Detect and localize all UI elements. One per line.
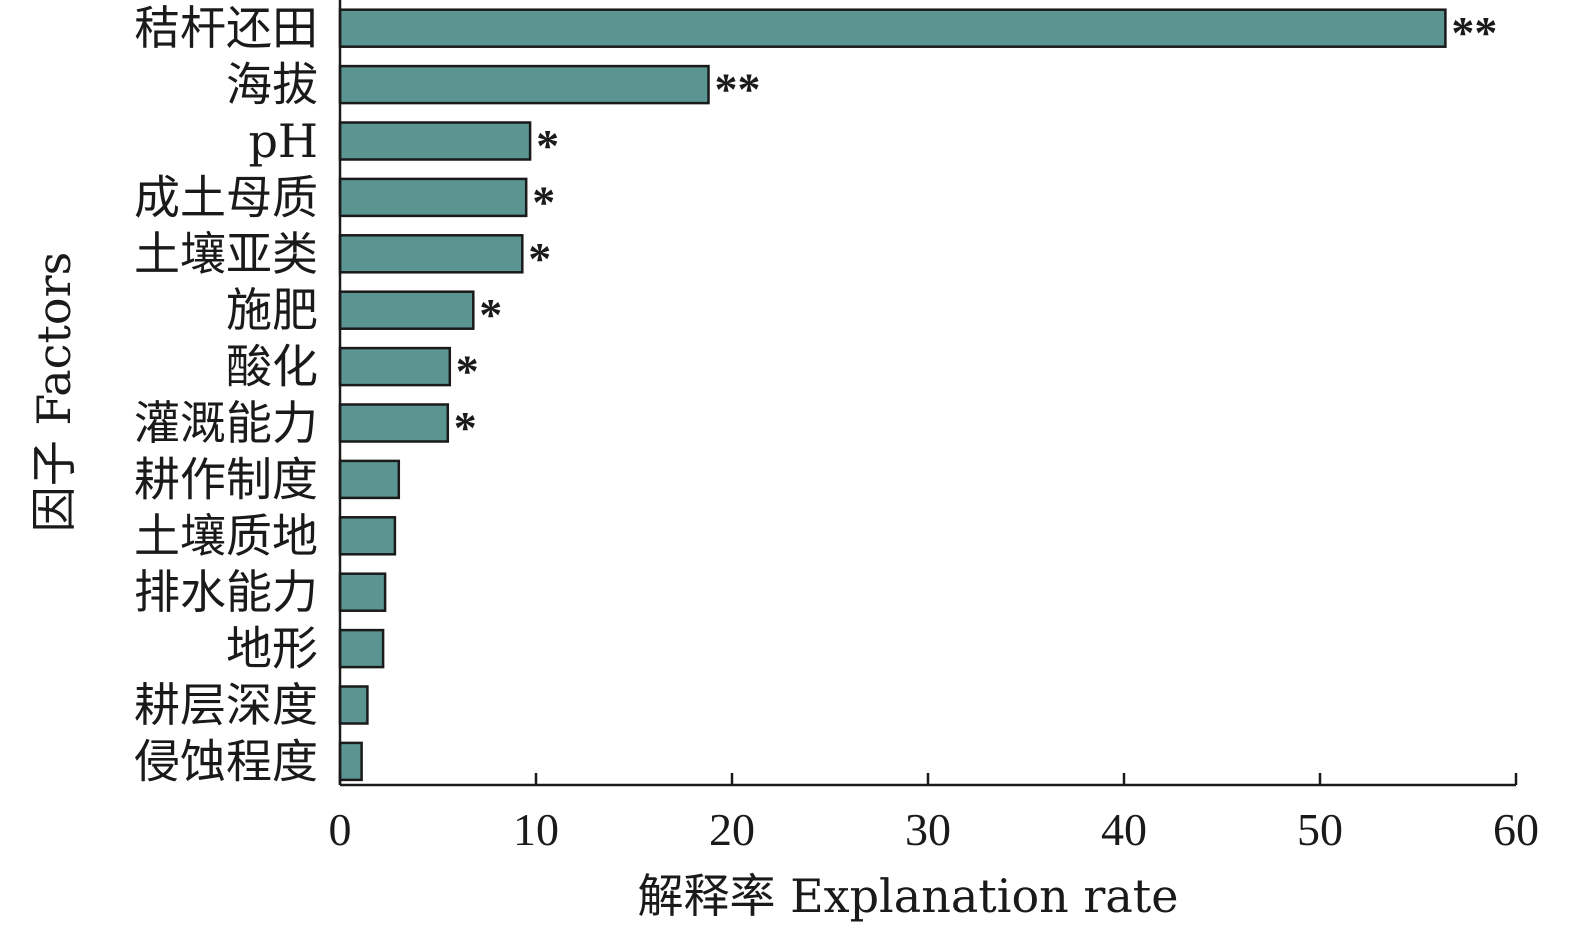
significance-label-2: ** — [715, 64, 761, 115]
bar-4 — [338, 177, 528, 218]
significance-label-7: * — [456, 346, 479, 397]
bar-11 — [338, 572, 387, 612]
category-label-7: 酸化 — [226, 340, 318, 394]
significance-label-3: * — [536, 120, 559, 171]
x-tick-label-20: 20 — [709, 804, 755, 855]
category-label-12: 地形 — [226, 622, 318, 676]
bar-10 — [338, 516, 397, 556]
bar-3 — [338, 121, 532, 161]
significance-label-5: * — [528, 233, 551, 284]
category-label-9: 耕作制度 — [134, 452, 318, 506]
significance-label-1: ** — [1451, 7, 1497, 58]
x-ticks-group: 0 10 20 30 40 50 60 — [329, 773, 1539, 855]
x-tick-label-40: 40 — [1101, 804, 1147, 855]
x-tick-label-0: 0 — [329, 804, 352, 855]
category-label-1: 秸杆还田 — [134, 1, 318, 55]
bar-13 — [338, 685, 369, 725]
category-label-11: 排水能力 — [134, 565, 318, 619]
bars-group — [338, 8, 1447, 782]
significance-labels-group: ********** — [454, 7, 1498, 453]
category-label-14: 侵蚀程度 — [134, 734, 318, 788]
significance-label-8: * — [454, 402, 477, 453]
x-tick-label-60: 60 — [1493, 804, 1539, 855]
category-label-13: 耕层深度 — [134, 678, 318, 732]
bar-7 — [338, 346, 452, 387]
bar-2 — [338, 64, 710, 105]
category-label-8: 灌溉能力 — [134, 396, 318, 450]
bar-9 — [338, 459, 401, 500]
category-label-10: 土壤质地 — [134, 509, 318, 563]
category-label-4: 成土母质 — [134, 170, 318, 224]
bar-5 — [338, 234, 524, 274]
category-label-6: 施肥 — [226, 283, 318, 337]
bar-14 — [338, 741, 363, 782]
x-axis-title: 解释率 Explanation rate — [637, 869, 1178, 923]
y-axis-title: 因子 Factors — [27, 252, 81, 532]
bar-6 — [338, 290, 475, 330]
category-labels-group: 秸杆还田海拔pH成土母质土壤亚类施肥酸化灌溉能力耕作制度土壤质地排水能力地形耕层… — [134, 1, 318, 788]
bar-12 — [338, 628, 385, 669]
category-label-2: 海拔 — [226, 58, 318, 112]
category-label-3: pH — [248, 114, 318, 168]
significance-label-4: * — [532, 176, 555, 227]
significance-label-6: * — [479, 289, 502, 340]
bar-1 — [338, 8, 1447, 48]
x-tick-label-50: 50 — [1297, 804, 1343, 855]
x-tick-label-10: 10 — [513, 804, 559, 855]
x-tick-label-30: 30 — [905, 804, 951, 855]
bar-8 — [338, 403, 450, 443]
category-label-5: 土壤亚类 — [134, 227, 318, 281]
